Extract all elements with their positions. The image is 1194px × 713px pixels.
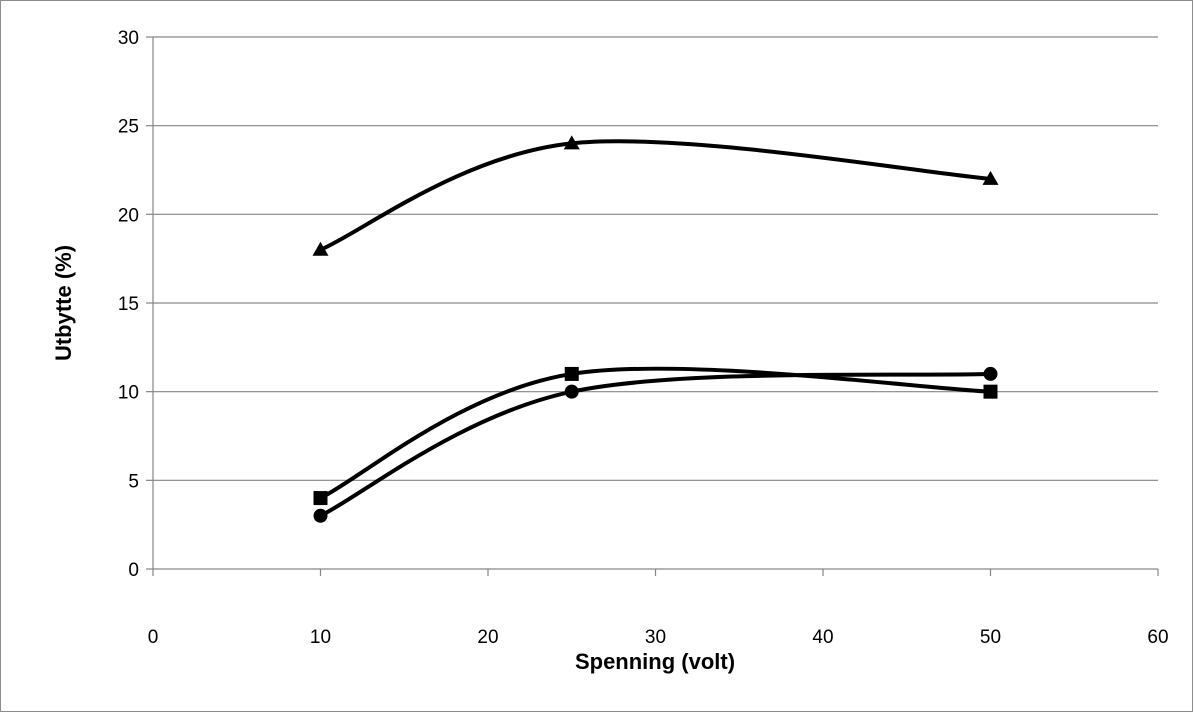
circle-marker: [313, 508, 328, 523]
x-tick-label: 30: [645, 627, 666, 648]
y-tick-label: 0: [128, 560, 139, 581]
series-lines: [318, 139, 993, 518]
gridlines: [153, 36, 1158, 481]
circle-marker: [564, 384, 579, 399]
y-tick-label: 30: [118, 28, 139, 49]
x-tick-label: 40: [812, 627, 833, 648]
x-axis-title: Spenning (volt): [575, 649, 735, 674]
y-tick-label: 15: [118, 294, 139, 315]
y-tick-label: 5: [128, 471, 139, 492]
y-axis-ticks: 0 5 10 15 20 25 30: [118, 28, 153, 581]
y-tick-label: 25: [118, 117, 139, 138]
y-axis-title: Utbytte (%): [51, 245, 76, 361]
square-marker: [313, 491, 328, 506]
series-line-square: [318, 366, 993, 501]
x-tick-label: 10: [310, 627, 331, 648]
series-line-circle: [318, 371, 993, 518]
triangle-marker: [563, 135, 580, 150]
square-marker: [983, 384, 998, 399]
series-line-triangle: [318, 139, 993, 252]
triangle-marker: [982, 170, 999, 185]
x-axis-ticks: 0 10 20 30 40 50 60: [148, 569, 1169, 648]
y-tick-label: 10: [118, 383, 139, 404]
circle-marker: [983, 366, 998, 381]
series-markers: [312, 135, 999, 523]
y-tick-label: 20: [118, 205, 139, 226]
x-tick-label: 60: [1147, 627, 1168, 648]
x-tick-label: 0: [148, 627, 159, 648]
x-tick-label: 20: [477, 627, 498, 648]
x-tick-label: 50: [980, 627, 1001, 648]
square-marker: [564, 366, 579, 381]
triangle-marker: [312, 241, 329, 256]
